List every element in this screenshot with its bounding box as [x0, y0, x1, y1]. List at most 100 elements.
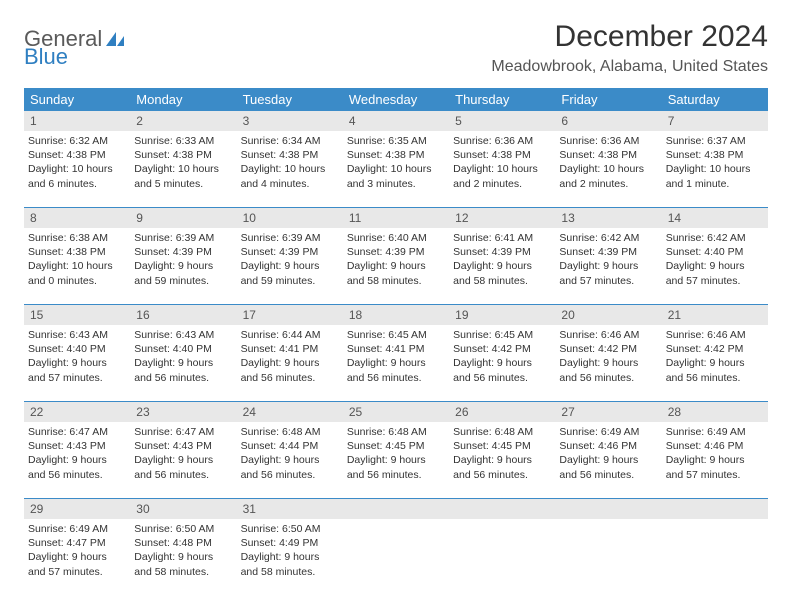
day-number: 27: [555, 402, 661, 422]
day-cell: 7Sunrise: 6:37 AMSunset: 4:38 PMDaylight…: [662, 111, 768, 197]
daylight-line: Daylight: 9 hours and 59 minutes.: [241, 259, 339, 287]
daylight-line: Daylight: 10 hours and 2 minutes.: [559, 162, 657, 190]
day-number: 25: [343, 402, 449, 422]
day-body: Sunrise: 6:49 AMSunset: 4:46 PMDaylight:…: [555, 422, 661, 486]
daylight-line: Daylight: 9 hours and 56 minutes.: [347, 356, 445, 384]
day-body: Sunrise: 6:36 AMSunset: 4:38 PMDaylight:…: [555, 131, 661, 195]
sunrise-line: Sunrise: 6:40 AM: [347, 231, 445, 245]
day-number: 17: [237, 305, 343, 325]
daylight-line: Daylight: 9 hours and 56 minutes.: [28, 453, 126, 481]
weekday-row: SundayMondayTuesdayWednesdayThursdayFrid…: [24, 88, 768, 111]
day-cell: 6Sunrise: 6:36 AMSunset: 4:38 PMDaylight…: [555, 111, 661, 197]
sunset-line: Sunset: 4:38 PM: [241, 148, 339, 162]
weekday-label: Saturday: [662, 88, 768, 111]
sunset-line: Sunset: 4:43 PM: [28, 439, 126, 453]
daylight-line: Daylight: 9 hours and 56 minutes.: [241, 453, 339, 481]
empty-day: [662, 499, 768, 519]
day-body: Sunrise: 6:50 AMSunset: 4:49 PMDaylight:…: [237, 519, 343, 583]
day-number: 16: [130, 305, 236, 325]
day-body: Sunrise: 6:36 AMSunset: 4:38 PMDaylight:…: [449, 131, 555, 195]
day-body: Sunrise: 6:47 AMSunset: 4:43 PMDaylight:…: [130, 422, 236, 486]
daylight-line: Daylight: 9 hours and 56 minutes.: [666, 356, 764, 384]
page-title: December 2024: [491, 20, 768, 54]
sunset-line: Sunset: 4:42 PM: [453, 342, 551, 356]
sunrise-line: Sunrise: 6:34 AM: [241, 134, 339, 148]
empty-day: [555, 499, 661, 519]
day-cell: 16Sunrise: 6:43 AMSunset: 4:40 PMDayligh…: [130, 305, 236, 391]
day-number: 31: [237, 499, 343, 519]
day-cell: 21Sunrise: 6:46 AMSunset: 4:42 PMDayligh…: [662, 305, 768, 391]
sunset-line: Sunset: 4:40 PM: [666, 245, 764, 259]
day-cell: 26Sunrise: 6:48 AMSunset: 4:45 PMDayligh…: [449, 402, 555, 488]
sunrise-line: Sunrise: 6:47 AM: [134, 425, 232, 439]
day-cell: 4Sunrise: 6:35 AMSunset: 4:38 PMDaylight…: [343, 111, 449, 197]
day-body: Sunrise: 6:41 AMSunset: 4:39 PMDaylight:…: [449, 228, 555, 292]
daylight-line: Daylight: 9 hours and 57 minutes.: [666, 259, 764, 287]
day-cell: 14Sunrise: 6:42 AMSunset: 4:40 PMDayligh…: [662, 208, 768, 294]
day-number: 22: [24, 402, 130, 422]
day-cell: 12Sunrise: 6:41 AMSunset: 4:39 PMDayligh…: [449, 208, 555, 294]
sunrise-line: Sunrise: 6:48 AM: [453, 425, 551, 439]
daylight-line: Daylight: 10 hours and 6 minutes.: [28, 162, 126, 190]
day-number: 30: [130, 499, 236, 519]
sunset-line: Sunset: 4:38 PM: [134, 148, 232, 162]
day-number: 29: [24, 499, 130, 519]
sunrise-line: Sunrise: 6:42 AM: [666, 231, 764, 245]
day-cell: 5Sunrise: 6:36 AMSunset: 4:38 PMDaylight…: [449, 111, 555, 197]
sunrise-line: Sunrise: 6:33 AM: [134, 134, 232, 148]
sunset-line: Sunset: 4:41 PM: [347, 342, 445, 356]
day-number: 28: [662, 402, 768, 422]
sunrise-line: Sunrise: 6:32 AM: [28, 134, 126, 148]
day-body: Sunrise: 6:39 AMSunset: 4:39 PMDaylight:…: [237, 228, 343, 292]
day-number: 4: [343, 111, 449, 131]
sunrise-line: Sunrise: 6:49 AM: [559, 425, 657, 439]
day-cell: 13Sunrise: 6:42 AMSunset: 4:39 PMDayligh…: [555, 208, 661, 294]
sunset-line: Sunset: 4:38 PM: [28, 148, 126, 162]
sunrise-line: Sunrise: 6:37 AM: [666, 134, 764, 148]
day-number: 12: [449, 208, 555, 228]
day-number: 6: [555, 111, 661, 131]
sunset-line: Sunset: 4:48 PM: [134, 536, 232, 550]
daylight-line: Daylight: 9 hours and 56 minutes.: [241, 356, 339, 384]
sunset-line: Sunset: 4:49 PM: [241, 536, 339, 550]
day-cell: 15Sunrise: 6:43 AMSunset: 4:40 PMDayligh…: [24, 305, 130, 391]
day-number: 13: [555, 208, 661, 228]
day-number: 19: [449, 305, 555, 325]
sunrise-line: Sunrise: 6:45 AM: [453, 328, 551, 342]
weekday-label: Wednesday: [343, 88, 449, 111]
day-body: Sunrise: 6:43 AMSunset: 4:40 PMDaylight:…: [130, 325, 236, 389]
sunset-line: Sunset: 4:39 PM: [134, 245, 232, 259]
day-number: 23: [130, 402, 236, 422]
day-number: 7: [662, 111, 768, 131]
day-body: Sunrise: 6:34 AMSunset: 4:38 PMDaylight:…: [237, 131, 343, 195]
sunrise-line: Sunrise: 6:50 AM: [241, 522, 339, 536]
day-body: Sunrise: 6:32 AMSunset: 4:38 PMDaylight:…: [24, 131, 130, 195]
day-body: Sunrise: 6:45 AMSunset: 4:42 PMDaylight:…: [449, 325, 555, 389]
daylight-line: Daylight: 10 hours and 2 minutes.: [453, 162, 551, 190]
day-cell: 22Sunrise: 6:47 AMSunset: 4:43 PMDayligh…: [24, 402, 130, 488]
day-number: 8: [24, 208, 130, 228]
day-body: Sunrise: 6:37 AMSunset: 4:38 PMDaylight:…: [662, 131, 768, 195]
day-cell: 20Sunrise: 6:46 AMSunset: 4:42 PMDayligh…: [555, 305, 661, 391]
day-cell: [343, 499, 449, 585]
sunrise-line: Sunrise: 6:46 AM: [559, 328, 657, 342]
daylight-line: Daylight: 10 hours and 3 minutes.: [347, 162, 445, 190]
sunset-line: Sunset: 4:46 PM: [666, 439, 764, 453]
daylight-line: Daylight: 9 hours and 59 minutes.: [134, 259, 232, 287]
daylight-line: Daylight: 9 hours and 57 minutes.: [559, 259, 657, 287]
day-number: 21: [662, 305, 768, 325]
sunset-line: Sunset: 4:39 PM: [453, 245, 551, 259]
sunset-line: Sunset: 4:38 PM: [666, 148, 764, 162]
daylight-line: Daylight: 9 hours and 56 minutes.: [453, 356, 551, 384]
day-number: 24: [237, 402, 343, 422]
location-text: Meadowbrook, Alabama, United States: [491, 58, 768, 76]
logo-sail-icon: [104, 30, 126, 48]
day-cell: 1Sunrise: 6:32 AMSunset: 4:38 PMDaylight…: [24, 111, 130, 197]
day-body: Sunrise: 6:43 AMSunset: 4:40 PMDaylight:…: [24, 325, 130, 389]
weekday-label: Friday: [555, 88, 661, 111]
day-cell: 2Sunrise: 6:33 AMSunset: 4:38 PMDaylight…: [130, 111, 236, 197]
day-body: Sunrise: 6:48 AMSunset: 4:45 PMDaylight:…: [343, 422, 449, 486]
daylight-line: Daylight: 10 hours and 5 minutes.: [134, 162, 232, 190]
week-row: 29Sunrise: 6:49 AMSunset: 4:47 PMDayligh…: [24, 498, 768, 585]
daylight-line: Daylight: 9 hours and 56 minutes.: [134, 356, 232, 384]
